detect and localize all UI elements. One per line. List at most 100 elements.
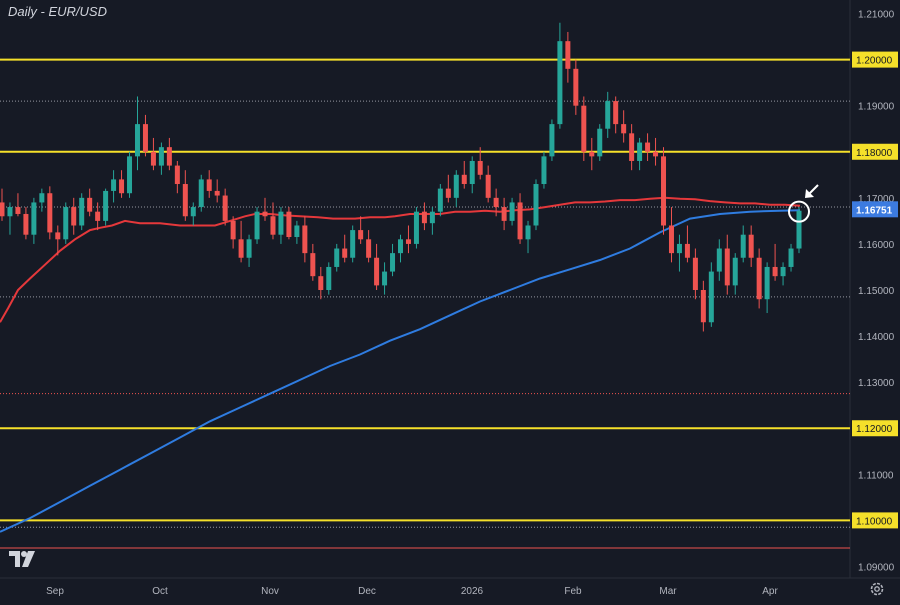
grid-layer xyxy=(0,0,900,579)
candle xyxy=(485,165,491,203)
candle-body xyxy=(374,257,380,286)
candle xyxy=(47,186,53,240)
candle xyxy=(71,197,77,235)
candle xyxy=(182,170,188,221)
candle-body xyxy=(581,105,587,152)
level-price-label: 1.18000 xyxy=(856,148,893,159)
candle xyxy=(190,202,196,226)
y-tick-label: 1.21000 xyxy=(858,10,895,21)
candle xyxy=(358,216,364,244)
candle-body xyxy=(533,184,539,226)
candle-body xyxy=(629,133,635,161)
candle-body xyxy=(127,156,133,194)
candle xyxy=(653,137,659,166)
candle xyxy=(581,96,587,161)
candle-body xyxy=(39,193,45,203)
candle xyxy=(780,262,786,286)
candle-body xyxy=(573,68,579,106)
candle-body xyxy=(190,207,196,217)
candle xyxy=(398,234,403,263)
candle xyxy=(676,234,682,272)
candle-body xyxy=(174,165,180,185)
candle-body xyxy=(589,151,595,157)
candle-body xyxy=(95,211,101,221)
gear-icon[interactable] xyxy=(869,581,885,597)
candle-body xyxy=(55,232,61,240)
x-tick-label: Nov xyxy=(261,586,279,597)
y-tick-label: 1.14000 xyxy=(858,332,895,343)
candle-body xyxy=(262,211,268,217)
candle-body xyxy=(63,207,69,240)
candle-body xyxy=(716,248,722,272)
candle xyxy=(302,216,308,263)
candle-body xyxy=(780,266,786,277)
candle xyxy=(429,207,435,235)
candle xyxy=(445,174,451,203)
candle xyxy=(55,225,61,256)
candle xyxy=(477,147,483,180)
candle xyxy=(254,207,260,244)
candle-body xyxy=(71,207,77,226)
candle-body xyxy=(477,160,483,175)
candle-body xyxy=(653,151,659,157)
candle-body xyxy=(621,124,627,134)
tradingview-logo[interactable] xyxy=(8,548,40,570)
candle xyxy=(573,59,579,115)
candle xyxy=(533,179,539,231)
candle xyxy=(684,225,690,263)
y-tick-label: 1.19000 xyxy=(858,102,895,113)
arrow-shaft xyxy=(808,184,819,195)
candle-body xyxy=(398,239,403,254)
candle xyxy=(605,91,611,138)
candle-body xyxy=(103,190,109,221)
candle xyxy=(7,202,13,235)
candle xyxy=(294,220,300,244)
candle xyxy=(764,262,770,314)
candle xyxy=(501,197,507,231)
candle xyxy=(453,170,459,208)
candle-body xyxy=(31,202,37,235)
level-price-label: 1.10000 xyxy=(856,516,893,527)
candle-body xyxy=(772,266,778,277)
candle-body xyxy=(158,147,164,166)
candle xyxy=(158,142,164,175)
candle-body xyxy=(565,41,571,69)
x-tick-label: Dec xyxy=(358,586,376,597)
candle xyxy=(238,220,244,263)
candle-body xyxy=(310,253,316,277)
x-tick-label: Oct xyxy=(152,586,168,597)
candle-body xyxy=(509,202,515,221)
candle-body xyxy=(326,266,332,290)
candle xyxy=(310,243,316,281)
y-tick-label: 1.09000 xyxy=(858,562,895,573)
candle-body xyxy=(453,174,459,198)
level-price-tag xyxy=(852,512,898,529)
candle-body xyxy=(748,234,754,258)
candle-body xyxy=(740,234,746,258)
candle xyxy=(103,188,109,226)
candle xyxy=(493,188,499,217)
candle-body xyxy=(501,207,507,221)
candle xyxy=(119,170,125,198)
candle-body xyxy=(278,211,284,235)
candle xyxy=(150,137,156,171)
candle xyxy=(342,234,348,263)
candle-body xyxy=(541,156,547,185)
candle-body xyxy=(390,253,396,272)
current-price-label: 1.16751 xyxy=(856,205,893,216)
candle-body xyxy=(111,179,117,191)
candle xyxy=(206,170,212,198)
candle xyxy=(270,202,276,240)
candle-body xyxy=(788,248,794,267)
candle xyxy=(724,234,730,295)
y-tick-label: 1.11000 xyxy=(858,470,894,481)
candle xyxy=(732,253,738,295)
candle-body xyxy=(413,211,419,244)
candle-body xyxy=(318,276,324,290)
candle xyxy=(549,119,555,161)
arrow-head xyxy=(805,189,814,198)
candle xyxy=(525,220,531,254)
candle-body xyxy=(230,220,236,240)
candle xyxy=(0,188,5,221)
